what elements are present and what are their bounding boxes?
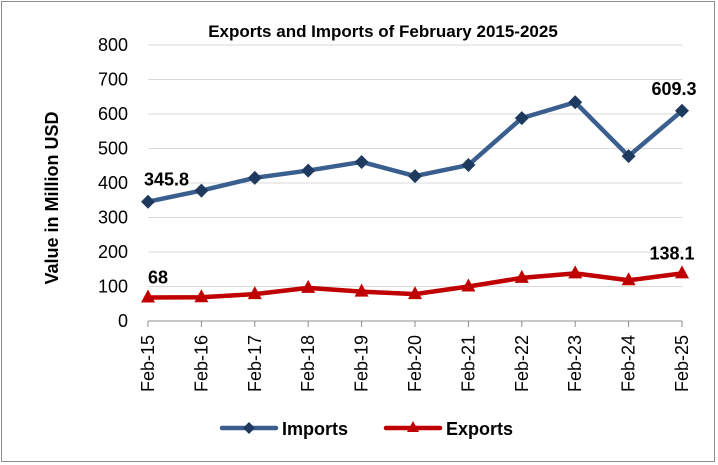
exports-point	[621, 272, 636, 286]
data-label: 345.8	[144, 170, 189, 190]
data-label: 68	[148, 268, 168, 288]
legend-marker	[243, 422, 255, 434]
data-label: 138.1	[649, 243, 694, 263]
y-tick-label: 700	[98, 70, 128, 90]
x-tick-label: Feb-23	[565, 335, 585, 392]
x-tick-label: Feb-20	[405, 335, 425, 392]
y-tick-label: 200	[98, 242, 128, 262]
imports-point	[621, 149, 636, 164]
exports-point	[194, 289, 209, 303]
x-tick-label: Feb-21	[458, 335, 478, 392]
exports-point	[301, 279, 316, 293]
exports-point	[675, 265, 689, 279]
x-tick-label: Feb-22	[512, 335, 532, 392]
x-tick-label: Feb-15	[138, 335, 158, 392]
y-axis-ticks: 0 100 200 300 400 500 600 700 800	[98, 35, 128, 331]
imports-point	[354, 154, 369, 169]
data-label: 609.3	[651, 79, 696, 99]
x-tick-label: Feb-25	[672, 335, 692, 392]
legend-item-imports: Imports	[219, 419, 348, 439]
legend-label: Imports	[282, 419, 348, 439]
imports-point	[461, 158, 476, 173]
x-tick-label: Feb-19	[352, 335, 372, 392]
exports-point	[461, 278, 476, 292]
y-tick-label: 600	[98, 104, 128, 124]
legend-marker	[407, 421, 419, 432]
y-tick-label: 0	[118, 311, 128, 331]
exports-point	[514, 269, 529, 283]
y-axis-label: Value in Million USD	[42, 111, 62, 284]
x-axis-ticks: Feb-15 Feb-16 Feb-17 Feb-18 Feb-19 Feb-20 Feb-…	[138, 321, 692, 392]
imports-point	[675, 103, 689, 118]
imports-point	[301, 163, 316, 178]
chart-title: Exports and Imports of February 2015-202…	[208, 22, 558, 41]
exports-point	[568, 265, 583, 279]
gridlines	[148, 44, 682, 287]
exports-point	[141, 289, 155, 303]
legend-item-exports: Exports	[383, 419, 513, 439]
y-tick-label: 800	[98, 35, 128, 55]
y-tick-label: 400	[98, 173, 128, 193]
imports-point	[514, 111, 529, 126]
y-tick-label: 100	[98, 277, 128, 297]
exports-point	[354, 283, 369, 297]
legend: Imports Exports	[219, 419, 513, 439]
imports-point	[194, 183, 209, 198]
x-tick-label: Feb-16	[191, 335, 211, 392]
imports-point	[568, 95, 583, 110]
series-imports: 345.8 609.3	[141, 79, 697, 209]
imports-point	[247, 170, 262, 185]
x-tick-label: Feb-24	[619, 335, 639, 392]
imports-point	[408, 169, 422, 184]
imports-line	[145, 100, 685, 204]
exports-point	[408, 286, 422, 300]
y-tick-label: 300	[98, 208, 128, 228]
legend-label: Exports	[446, 419, 513, 439]
series-group: 345.8 609.3 68 138.1	[141, 79, 697, 303]
series-exports: 68 138.1	[141, 243, 695, 303]
exports-point	[247, 286, 262, 300]
y-tick-label: 500	[98, 139, 128, 159]
imports-point	[141, 194, 155, 209]
x-tick-label: Feb-18	[298, 335, 318, 392]
x-tick-label: Feb-17	[245, 335, 265, 392]
